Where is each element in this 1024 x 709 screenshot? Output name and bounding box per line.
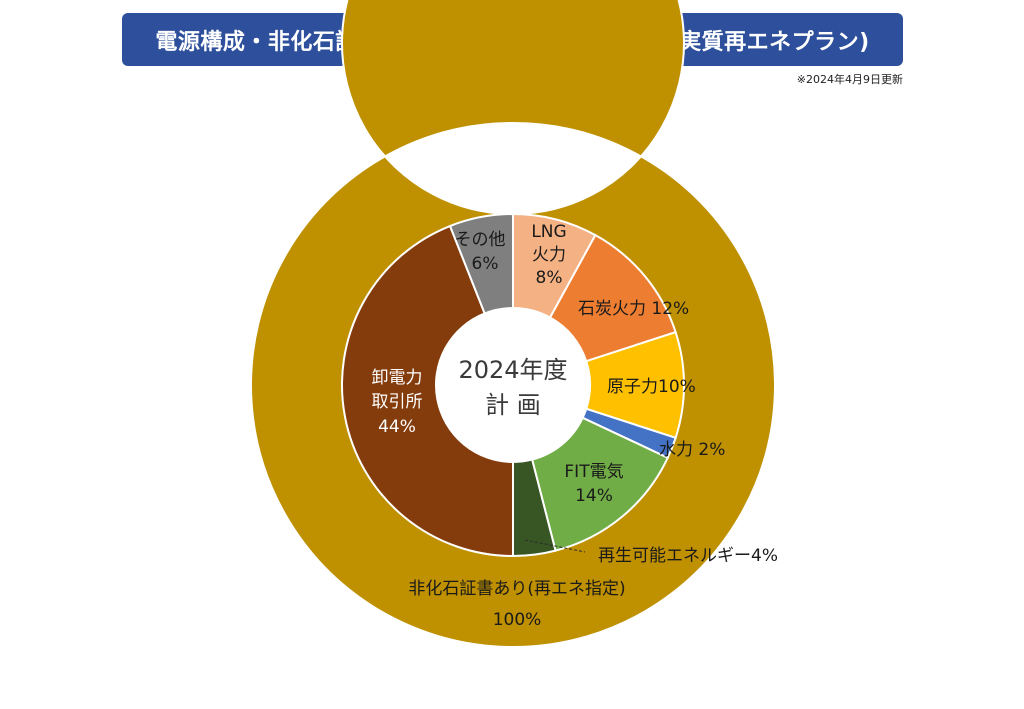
label-outer-2: 100% — [493, 610, 542, 630]
label-lng-1: LNG — [531, 222, 566, 242]
label-renewable: 再生可能エネルギー4% — [598, 546, 778, 566]
label-coal: 石炭火力 12% — [578, 299, 689, 319]
label-lng-3: 8% — [536, 268, 563, 288]
label-outer-1: 非化石証書あり(再エネ指定) — [408, 579, 625, 599]
label-fit-2: 14% — [575, 486, 613, 506]
center-label-plan: 計 画 — [485, 391, 541, 419]
label-lng-2: 火力 — [532, 245, 566, 265]
inner-ring — [341, 212, 685, 558]
label-jepx-3: 44% — [378, 417, 416, 437]
label-hydro: 水力 2% — [659, 440, 725, 460]
label-fit-1: FIT電気 — [564, 462, 623, 482]
renewable-leader-line — [524, 539, 586, 553]
label-other-1: その他 — [455, 230, 506, 250]
label-nuclear: 原子力10% — [607, 377, 696, 397]
donut-hole — [436, 308, 590, 462]
center-label-year: 2024年度 — [458, 356, 567, 384]
label-other-2: 6% — [472, 254, 499, 274]
update-note: ※2024年4月9日更新 — [796, 73, 903, 86]
label-jepx-2: 取引所 — [372, 392, 423, 412]
label-jepx-1: 卸電力 — [372, 368, 423, 388]
